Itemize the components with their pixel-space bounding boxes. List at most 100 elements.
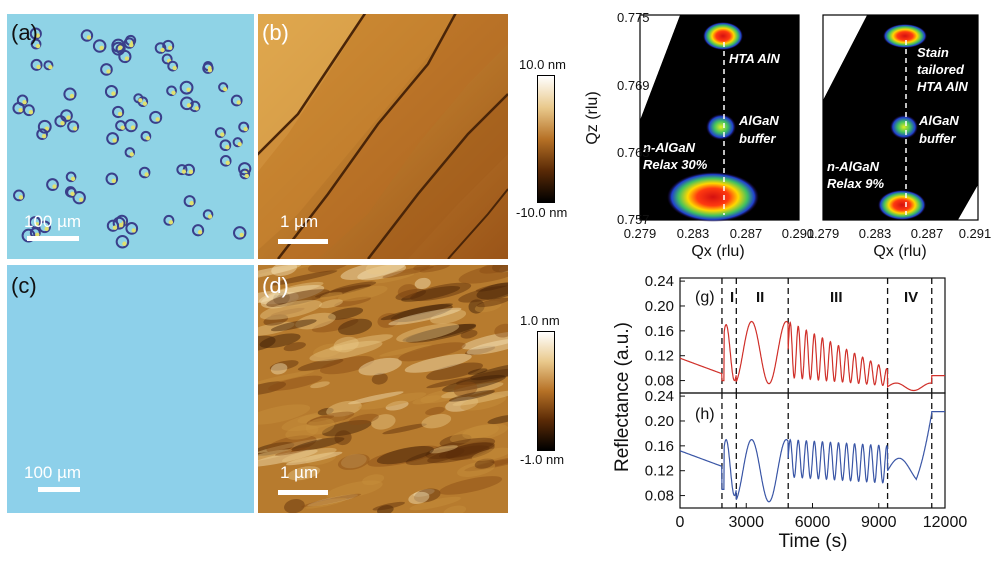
- afm-grain: [388, 307, 462, 326]
- afm-grain: [286, 451, 343, 466]
- afm-grain: [474, 300, 502, 313]
- afm-grain: [449, 390, 495, 402]
- defect-pit: [238, 162, 252, 176]
- defect-highlight: [243, 126, 248, 132]
- panel-b-afm-image: (b) 1 µm: [258, 14, 508, 259]
- defect-highlight: [35, 232, 40, 237]
- afm-grain: [372, 501, 405, 511]
- chart-x-axis-label: Time (s): [779, 531, 848, 552]
- ann-hta-aln: HTA AlN: [729, 51, 780, 66]
- afm-grain: [270, 307, 305, 317]
- afm-grain: [258, 335, 276, 352]
- optical-image-defects: [7, 14, 254, 259]
- afm-grain: [476, 297, 508, 308]
- afm-grain: [319, 299, 343, 309]
- rsm-e-x-axis-label: Qx (rlu): [691, 243, 744, 260]
- colorbar-top-max: 10.0 nm: [519, 57, 566, 72]
- defect-highlight: [118, 222, 124, 228]
- afm-grain: [266, 435, 317, 454]
- afm-grain: [398, 342, 466, 362]
- peak-hta-aln: [883, 24, 927, 48]
- afm-grain: [382, 423, 427, 435]
- panel-d-label: (d): [262, 273, 289, 298]
- defect-pit: [60, 109, 73, 122]
- afm-grain: [390, 304, 453, 323]
- scale-bar: [27, 236, 79, 241]
- afm-grain: [412, 395, 442, 405]
- defect-pit: [230, 94, 243, 107]
- afm-grain: [307, 494, 358, 507]
- afm-grain: [310, 415, 335, 422]
- defect-pit: [111, 38, 126, 53]
- defect-pit: [183, 195, 196, 208]
- colorbar-bottom-max: 1.0 nm: [520, 313, 560, 328]
- defect-highlight: [168, 45, 173, 51]
- afm-grain: [419, 265, 450, 273]
- afm-grain: [327, 307, 364, 320]
- defect-highlight: [171, 90, 176, 95]
- scale-bar: [278, 490, 328, 495]
- defect-highlight: [86, 35, 92, 40]
- afm-grain: [317, 407, 334, 416]
- defect-highlight: [70, 191, 75, 196]
- afm-grain: [413, 488, 435, 497]
- y-tick-label: 0.24: [645, 388, 674, 405]
- afm-grain: [286, 297, 313, 307]
- afm-grain: [337, 453, 370, 470]
- afm-grain: [371, 414, 396, 430]
- rsm-panel-f: (f) Stain tailored HTA AlN AlGaN buffer …: [822, 14, 979, 221]
- afm-grain: [429, 445, 458, 454]
- afm-grain: [460, 329, 478, 339]
- afm-grain: [470, 361, 508, 381]
- afm-grain: [258, 265, 321, 276]
- rsm-y-axis-label: Qz (rlu): [584, 91, 601, 144]
- rsm-e-x-tick: 0.291: [782, 226, 815, 241]
- defect-pit: [202, 62, 214, 74]
- defect-pit: [133, 93, 144, 104]
- rsm-e-x-tick: 0.279: [624, 226, 657, 241]
- afm-grain: [283, 342, 306, 352]
- afm-grain: [319, 356, 375, 375]
- rsm-y-tick: 0.757: [617, 212, 650, 227]
- defect-highlight: [188, 169, 194, 175]
- panel-d-afm-image: (d) 1 µm: [258, 265, 508, 513]
- afm-grain: [499, 265, 508, 273]
- scale-bar: [278, 239, 328, 244]
- afm-grain: [314, 284, 371, 298]
- chart-y-axis-label: Reflectance (a.u.): [612, 322, 633, 472]
- panel-g-label: (g): [695, 289, 715, 306]
- afm-grain: [421, 413, 452, 429]
- afm-grain: [409, 496, 461, 511]
- defect-pit: [176, 164, 188, 176]
- defect-pit: [179, 80, 194, 95]
- ann-n-algan: n-AlGaN: [827, 159, 880, 174]
- afm-grain: [380, 303, 453, 321]
- afm-grain: [258, 404, 311, 425]
- afm-grain: [468, 299, 485, 314]
- afm-grain: [367, 445, 440, 467]
- afm-grain: [334, 296, 371, 308]
- scale-bar: [38, 487, 80, 492]
- colorbar-top-min: -10.0 nm: [516, 205, 568, 220]
- defect-highlight: [22, 100, 27, 105]
- defect-highlight: [118, 45, 123, 50]
- y-tick-label: 0.20: [645, 298, 674, 315]
- afm-grain: [395, 288, 427, 301]
- defect-pit: [191, 224, 205, 237]
- afm-grain: [297, 358, 344, 371]
- ann-tailored: tailored: [917, 62, 965, 77]
- defect-highlight: [112, 138, 117, 143]
- afm-grain: [358, 392, 427, 410]
- defect-highlight: [239, 232, 244, 238]
- ann-n-algan: n-AlGaN: [643, 140, 696, 155]
- afm-grain: [440, 382, 504, 399]
- defect-pit: [149, 110, 163, 124]
- defect-pit: [115, 120, 127, 132]
- afm-grain: [445, 442, 495, 461]
- afm-grain: [340, 453, 367, 469]
- afm-grain: [307, 265, 351, 273]
- defect-pit: [22, 104, 35, 117]
- afm-grain: [479, 265, 508, 274]
- stage-label-iii: III: [830, 289, 843, 306]
- x-tick-label: 0: [676, 514, 685, 531]
